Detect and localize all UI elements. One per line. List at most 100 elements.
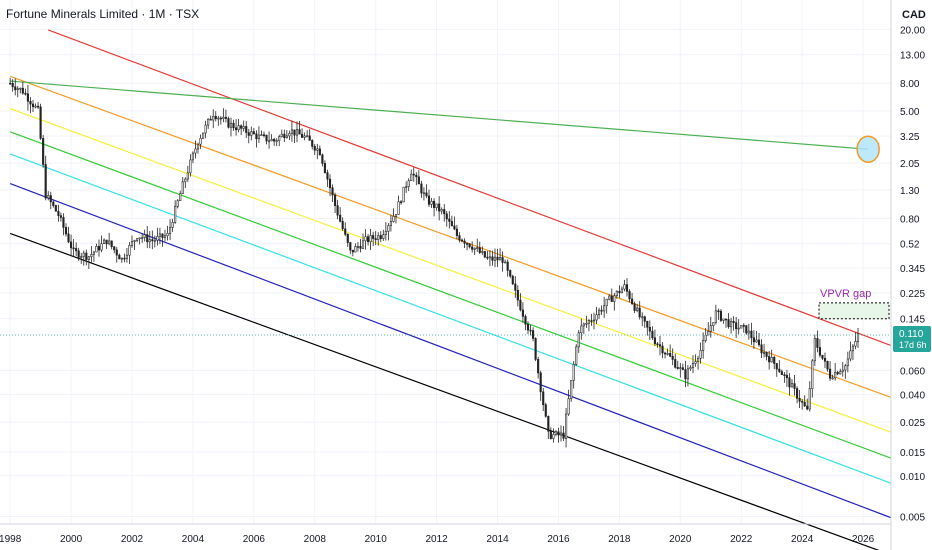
- price-axis[interactable]: 20.00 13.00 8.00 5.00 3.25 2.05 1.30 0.80 0.52 0.…: [893, 25, 931, 523]
- candle-body: [836, 371, 839, 375]
- candle-body: [328, 178, 332, 189]
- candle-body: [100, 243, 103, 251]
- candle-body: [851, 345, 854, 352]
- candle-body: [455, 228, 458, 236]
- candle-body: [826, 361, 829, 370]
- candle-body: [280, 133, 283, 137]
- time-axis[interactable]: 1998 2000 2002 2004 2006 2008 2010 2012 2014 2016…: [0, 534, 875, 545]
- candle-body: [303, 135, 306, 138]
- countdown-value: 17d 6h: [899, 340, 927, 350]
- candle-body: [278, 136, 281, 141]
- candle-body: [689, 367, 692, 370]
- y-tick-label: 5.00: [900, 107, 920, 118]
- candle-body: [364, 236, 367, 242]
- y-tick-label: 0.025: [900, 418, 925, 429]
- candle-body: [846, 358, 849, 367]
- candle-body: [702, 340, 705, 351]
- candle-body: [334, 194, 337, 206]
- candle-body: [633, 303, 636, 311]
- candle-body: [704, 334, 707, 341]
- candle-body: [544, 404, 547, 417]
- candle-body: [417, 176, 420, 185]
- candle-body: [433, 200, 436, 208]
- candle-body: [227, 118, 230, 128]
- candle-body: [141, 237, 144, 239]
- candle-body: [181, 181, 184, 194]
- candle-body: [491, 256, 494, 261]
- candle-body: [532, 330, 535, 339]
- candle-body: [62, 217, 65, 228]
- candle-body: [684, 369, 687, 380]
- candle-body: [509, 270, 512, 277]
- candle-body: [49, 195, 52, 203]
- candle-body: [740, 325, 743, 329]
- candle-body: [339, 214, 342, 222]
- candle-body: [191, 152, 194, 161]
- candle-body: [77, 250, 80, 258]
- candle-body: [313, 146, 316, 151]
- candle-body: [161, 233, 164, 238]
- candle-body: [184, 178, 187, 183]
- candle-body: [412, 173, 415, 176]
- candle-body: [199, 137, 202, 145]
- candle-body: [757, 339, 761, 346]
- candle-body: [379, 235, 382, 239]
- candle-body: [430, 200, 433, 205]
- candle-body: [511, 275, 514, 285]
- candle-body: [186, 172, 189, 180]
- candle-body: [400, 201, 403, 204]
- x-tick-label: 2026: [852, 534, 875, 545]
- candle-body: [318, 148, 321, 156]
- candle-body: [476, 247, 479, 249]
- candle-body: [115, 249, 118, 256]
- candle-body: [443, 209, 446, 215]
- candle-body: [308, 135, 311, 141]
- candle-body: [775, 363, 778, 370]
- x-tick-label: 2018: [608, 534, 631, 545]
- candle-body: [519, 299, 522, 311]
- candle-body: [24, 92, 27, 95]
- candle-body: [788, 377, 791, 388]
- candle-body: [138, 237, 141, 240]
- candle-body: [750, 330, 753, 339]
- candle-body: [80, 256, 83, 258]
- x-tick-label: 2024: [791, 534, 814, 545]
- candle-body: [262, 134, 266, 137]
- candle-body: [212, 115, 215, 121]
- candle-body: [714, 310, 717, 323]
- candle-body: [31, 103, 35, 108]
- candle-body: [666, 353, 669, 355]
- candle-body: [831, 377, 834, 380]
- candle-body: [146, 234, 149, 243]
- candle-body: [643, 316, 646, 322]
- candle-body: [105, 239, 108, 245]
- candle-body: [26, 93, 29, 102]
- currency-label: CAD: [902, 9, 926, 21]
- y-tick-label: 0.145: [900, 315, 925, 326]
- candle-body: [506, 261, 509, 271]
- candle-body: [415, 174, 418, 178]
- candle-body: [717, 310, 720, 313]
- candle-body: [856, 333, 860, 342]
- candle-body: [123, 257, 126, 260]
- candle-body: [575, 346, 578, 365]
- candle-body: [770, 357, 773, 363]
- candle-body: [453, 225, 456, 230]
- candle-body: [724, 318, 728, 321]
- vpvr-gap-label: VPVR gap: [820, 288, 871, 300]
- candle-body: [638, 307, 641, 318]
- candle-body: [288, 133, 291, 137]
- candle-body: [793, 383, 796, 389]
- candle-body: [849, 350, 852, 360]
- candle-body: [148, 239, 151, 243]
- candle-body: [641, 316, 644, 319]
- candle-body: [72, 247, 75, 250]
- candle-body: [85, 252, 88, 260]
- candle-body: [174, 206, 177, 223]
- candle-body: [75, 248, 78, 252]
- candle-body: [610, 295, 613, 302]
- candle-body: [486, 256, 489, 259]
- trendline-red: [48, 29, 892, 347]
- candle-body: [64, 227, 68, 235]
